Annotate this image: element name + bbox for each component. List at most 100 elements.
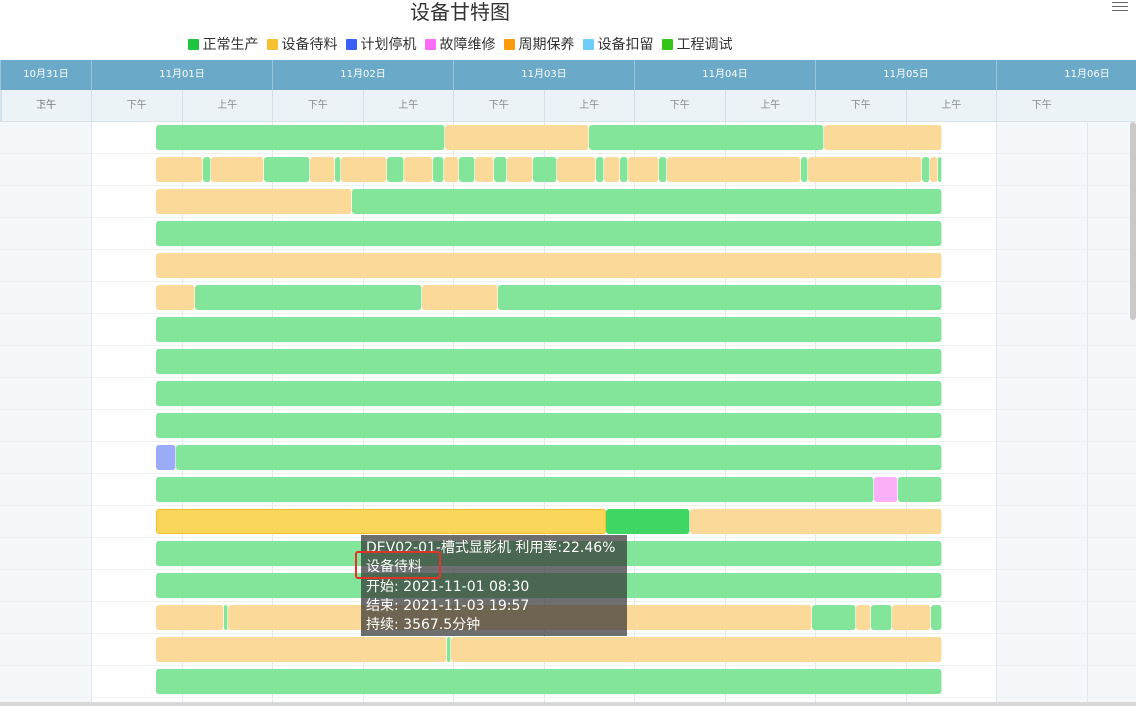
hamburger-menu-icon[interactable] bbox=[1112, 2, 1128, 12]
tooltip-status-highlight bbox=[355, 551, 441, 579]
gantt-bar[interactable] bbox=[450, 637, 942, 662]
gantt-bar[interactable] bbox=[156, 317, 942, 342]
gantt-bar[interactable] bbox=[156, 637, 447, 662]
gantt-bar[interactable] bbox=[604, 157, 620, 182]
gantt-bar[interactable] bbox=[156, 349, 942, 374]
gantt-bar[interactable] bbox=[194, 285, 422, 310]
gantt-bar[interactable] bbox=[666, 157, 801, 182]
legend-item[interactable]: 工程调试 bbox=[661, 34, 733, 54]
horizontal-scrollbar[interactable] bbox=[0, 702, 1136, 706]
row-grid-line bbox=[0, 665, 1136, 666]
legend-item[interactable]: 设备扣留 bbox=[582, 34, 654, 54]
gantt-bar[interactable] bbox=[156, 477, 875, 502]
gantt-bar[interactable] bbox=[659, 157, 667, 182]
gantt-bar[interactable] bbox=[812, 605, 856, 630]
gantt-bar[interactable] bbox=[156, 253, 942, 278]
gantt-bar[interactable] bbox=[930, 157, 939, 182]
gantt-bar[interactable] bbox=[156, 157, 204, 182]
gantt-bar[interactable] bbox=[156, 189, 352, 214]
gantt-bar[interactable] bbox=[156, 413, 942, 438]
gantt-bar[interactable] bbox=[533, 157, 557, 182]
weekend-shade bbox=[996, 122, 1136, 706]
gantt-bar[interactable] bbox=[930, 605, 942, 630]
day-header-cell: 11月03日 bbox=[453, 60, 634, 90]
gantt-bar[interactable] bbox=[156, 125, 446, 150]
legend-item[interactable]: 计划停机 bbox=[345, 34, 417, 54]
half-day-header-cell: 上午 bbox=[905, 90, 997, 121]
gantt-bar[interactable] bbox=[938, 157, 942, 182]
gantt-bar[interactable] bbox=[445, 125, 590, 150]
gantt-bar[interactable] bbox=[855, 605, 872, 630]
legend-label: 设备扣留 bbox=[597, 37, 654, 53]
day-header-cell: 11月06日 bbox=[996, 60, 1136, 90]
tooltip-end: 结束: 2021-11-03 19:57 bbox=[366, 597, 530, 614]
gantt-bar[interactable] bbox=[223, 605, 229, 630]
vertical-scrollbar[interactable] bbox=[1130, 122, 1136, 320]
gantt-bar[interactable] bbox=[874, 477, 898, 502]
gantt-bar[interactable] bbox=[264, 157, 311, 182]
gantt-bar[interactable] bbox=[211, 157, 265, 182]
grid-column-line bbox=[1086, 122, 1088, 706]
half-day-header-cell: 上午 bbox=[362, 90, 454, 121]
gantt-bar[interactable] bbox=[203, 157, 212, 182]
legend-label: 故障维修 bbox=[439, 37, 496, 53]
legend-item[interactable]: 故障维修 bbox=[424, 34, 496, 54]
gantt-bar[interactable] bbox=[589, 125, 825, 150]
legend-item[interactable]: 周期保养 bbox=[503, 34, 575, 54]
legend-label: 工程调试 bbox=[676, 37, 733, 53]
gantt-bar[interactable] bbox=[351, 189, 942, 214]
gantt-bar[interactable] bbox=[800, 157, 809, 182]
gantt-bar[interactable] bbox=[310, 157, 336, 182]
legend-item[interactable]: 设备待料 bbox=[266, 34, 338, 54]
gantt-bar[interactable] bbox=[341, 157, 388, 182]
gantt-bar[interactable] bbox=[387, 157, 405, 182]
half-day-header-row: 下午 上午 下午 上午 下午 上午 下午 上午 下午 上午 下午 上午 下午 bbox=[0, 90, 1136, 122]
gantt-bar[interactable] bbox=[596, 157, 605, 182]
gantt-bar[interactable] bbox=[922, 157, 931, 182]
gantt-bar[interactable] bbox=[897, 477, 942, 502]
row-grid-line bbox=[0, 409, 1136, 410]
legend-label: 周期保养 bbox=[518, 37, 575, 53]
row-grid-line bbox=[0, 249, 1136, 250]
gantt-timeline: 10月31日 11月01日 11月02日 11月03日 11月04日 11月05日 11月0… bbox=[0, 60, 1136, 706]
legend-item[interactable]: 正常生产 bbox=[187, 34, 259, 54]
gantt-bar[interactable] bbox=[156, 605, 224, 630]
half-day-header-cell: 上午 bbox=[724, 90, 816, 121]
gantt-bar[interactable] bbox=[432, 157, 444, 182]
gantt-bar[interactable] bbox=[335, 157, 342, 182]
gantt-bar[interactable] bbox=[871, 605, 892, 630]
tooltip: DEV02-01-槽式显影机 利用率:22.46% 设备待料 开始: 2021-… bbox=[361, 535, 627, 636]
gantt-bar[interactable] bbox=[891, 605, 931, 630]
gantt-bar[interactable] bbox=[475, 157, 494, 182]
half-day-header-cell: 下午 bbox=[91, 90, 182, 121]
legend-swatch-icon bbox=[661, 39, 673, 50]
gantt-bar[interactable] bbox=[493, 157, 507, 182]
gantt-bar[interactable] bbox=[459, 157, 476, 182]
gantt-bar[interactable] bbox=[497, 285, 942, 310]
gantt-bar[interactable] bbox=[156, 445, 176, 470]
half-day-header-cell: 下午 bbox=[272, 90, 363, 121]
gantt-bar[interactable] bbox=[619, 157, 628, 182]
gantt-bar[interactable] bbox=[556, 157, 597, 182]
legend-swatch-icon bbox=[503, 39, 515, 50]
gantt-bar[interactable] bbox=[606, 509, 691, 534]
gantt-bar[interactable] bbox=[627, 157, 660, 182]
gantt-bar[interactable] bbox=[175, 445, 942, 470]
gantt-bar[interactable] bbox=[156, 381, 942, 406]
gantt-bar[interactable] bbox=[156, 669, 942, 694]
gantt-bar[interactable] bbox=[446, 637, 451, 662]
gantt-bar[interactable] bbox=[156, 221, 942, 246]
gantt-bar[interactable] bbox=[156, 509, 607, 534]
legend-swatch-icon bbox=[424, 39, 436, 50]
gantt-bar[interactable] bbox=[443, 157, 460, 182]
gantt-bar[interactable] bbox=[404, 157, 433, 182]
gantt-bar[interactable] bbox=[690, 509, 942, 534]
gantt-bar[interactable] bbox=[808, 157, 923, 182]
day-header-cell: 11月04日 bbox=[634, 60, 815, 90]
gantt-bar[interactable] bbox=[156, 285, 195, 310]
gantt-bar[interactable] bbox=[824, 125, 942, 150]
legend-swatch-icon bbox=[345, 39, 357, 50]
day-header-cell: 10月31日 bbox=[0, 60, 91, 90]
gantt-bar[interactable] bbox=[506, 157, 534, 182]
gantt-bar[interactable] bbox=[421, 285, 498, 310]
